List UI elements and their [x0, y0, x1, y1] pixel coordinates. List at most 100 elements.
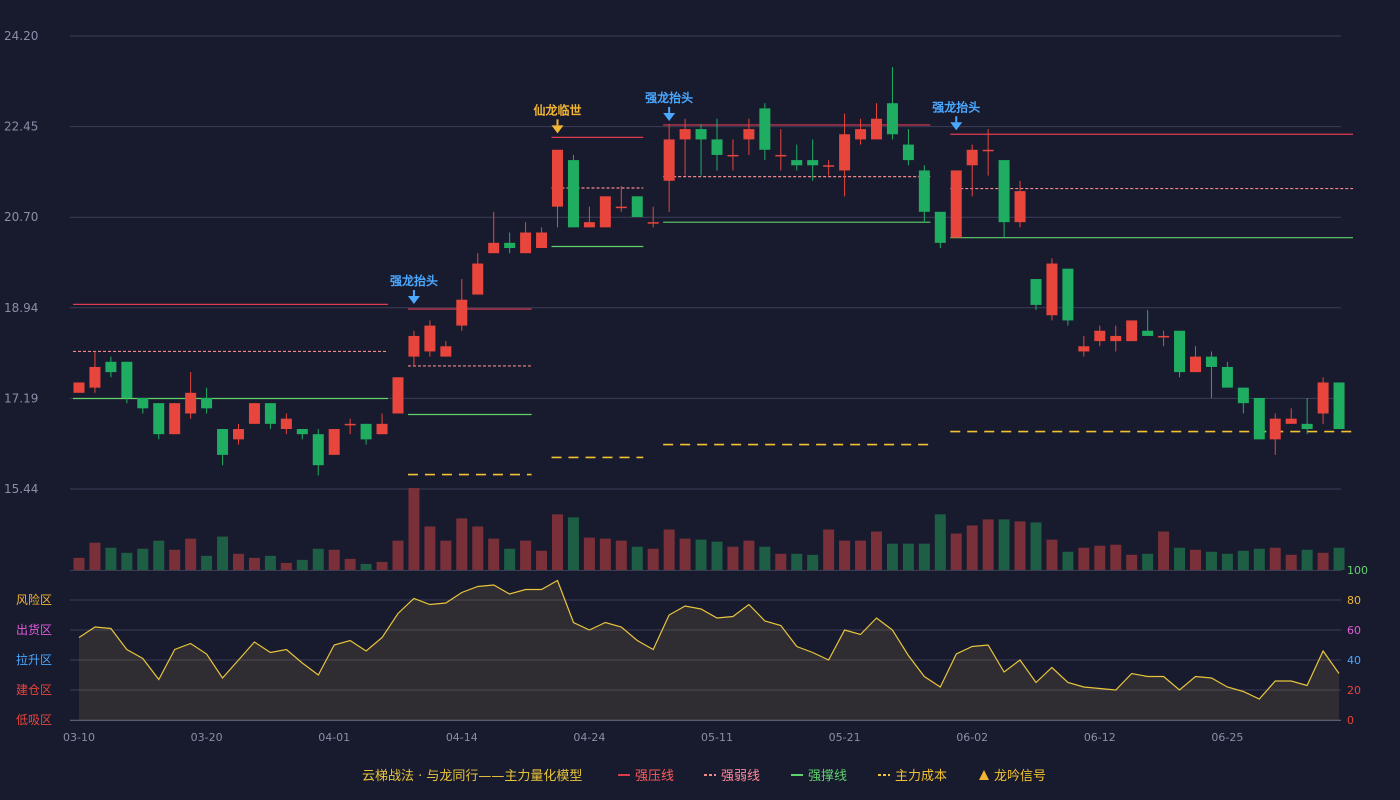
volume-bar [552, 514, 563, 570]
candle [599, 196, 611, 228]
volume-bar [1333, 547, 1345, 570]
candle [1269, 413, 1281, 455]
volume-bar [392, 540, 404, 570]
candle-body [1174, 330, 1186, 373]
grid-lines [70, 35, 1341, 571]
volume-bar [759, 546, 771, 570]
signal-label: 强龙抬头 [932, 99, 980, 114]
volume-bar [536, 550, 548, 570]
candle-body [663, 139, 675, 181]
candle-body [1301, 423, 1313, 430]
signal-marker: 强龙抬头 [932, 99, 980, 131]
indicator-tick-label: 0 [1347, 714, 1354, 727]
candle-body [1190, 356, 1201, 373]
indicator-tick-label: 60 [1347, 624, 1361, 637]
candle-body [567, 160, 579, 228]
candle [552, 149, 563, 228]
volume-bar [1046, 539, 1058, 570]
candle-body [775, 154, 787, 157]
volume-bar [248, 557, 260, 570]
candle-body [408, 335, 420, 357]
candle [1110, 325, 1122, 352]
candle [775, 129, 787, 171]
candle [1014, 180, 1026, 228]
candle-body [982, 149, 994, 152]
candle [201, 387, 213, 414]
candle [791, 144, 803, 171]
candle [105, 356, 117, 378]
volume-bar [1221, 553, 1233, 570]
candle-body [583, 222, 595, 228]
volume-bar [73, 557, 85, 570]
candle-body [1062, 268, 1074, 321]
volume-bar [950, 533, 962, 570]
candle [1317, 377, 1329, 424]
legend-item-label: 强弱线 [721, 769, 760, 784]
volume-bar [583, 537, 595, 570]
volume-bar [775, 553, 787, 570]
candle-body [217, 429, 229, 455]
signal-arrow-icon [407, 296, 420, 305]
date-tick-label: 04-24 [573, 731, 605, 744]
volume-bar [727, 546, 739, 570]
volume-bar [1030, 522, 1042, 570]
candle-body [328, 429, 340, 455]
candle-body [791, 160, 803, 166]
volume-bar [567, 517, 579, 570]
candle-body [1221, 366, 1233, 388]
candle [488, 211, 500, 254]
candle [217, 429, 229, 466]
legend-item-label: 龙吟信号 [994, 768, 1046, 784]
volume-bar [982, 519, 994, 570]
volume-bar [1205, 551, 1217, 570]
candle-body [855, 129, 867, 140]
candle [328, 429, 340, 455]
candle-body [536, 232, 548, 249]
volume-bar [169, 549, 181, 570]
volume-bar [1317, 552, 1329, 570]
candle [966, 144, 978, 197]
date-tick-label: 04-14 [446, 731, 478, 744]
candle-body [488, 242, 500, 254]
candle-body [647, 222, 659, 224]
volume-bar [217, 536, 229, 570]
volume-bar [1062, 551, 1074, 570]
candle [344, 418, 356, 435]
volume-bar [1014, 521, 1026, 570]
signal-label: 强龙抬头 [645, 90, 693, 105]
candle-body [440, 346, 452, 357]
candle [998, 160, 1010, 238]
candle [886, 67, 898, 140]
volume-bar [264, 555, 276, 570]
candle [89, 351, 101, 393]
candles [73, 67, 1345, 476]
volume-bar [1142, 553, 1154, 570]
volume-bar [89, 542, 101, 570]
indicator-tick-label: 40 [1347, 654, 1361, 667]
candle-body [934, 211, 946, 243]
candle-body [599, 196, 611, 228]
candle [536, 227, 548, 249]
zone-label: 低吸区 [16, 713, 52, 727]
candle-body [631, 196, 643, 217]
candle [248, 403, 260, 424]
candle [280, 413, 292, 435]
volume-bar [1126, 554, 1138, 570]
candle-body [89, 366, 101, 388]
candle [727, 139, 739, 171]
volume-bar [137, 548, 149, 570]
volume-bar [233, 553, 244, 570]
candle [1333, 382, 1345, 430]
candle [1094, 325, 1106, 347]
signal-marker: 强龙抬头 [390, 273, 438, 305]
candle [1221, 361, 1233, 388]
volume-bar [1237, 550, 1249, 570]
candle-body [185, 392, 197, 414]
candle [1142, 310, 1154, 336]
date-axis-labels: 03-10 03-20 04-01 04-14 04-24 05-11 05-21 06-02… [63, 731, 1243, 744]
candle-body [73, 382, 85, 393]
candle [679, 118, 691, 176]
volume-bar [201, 555, 213, 570]
candle [137, 397, 149, 414]
